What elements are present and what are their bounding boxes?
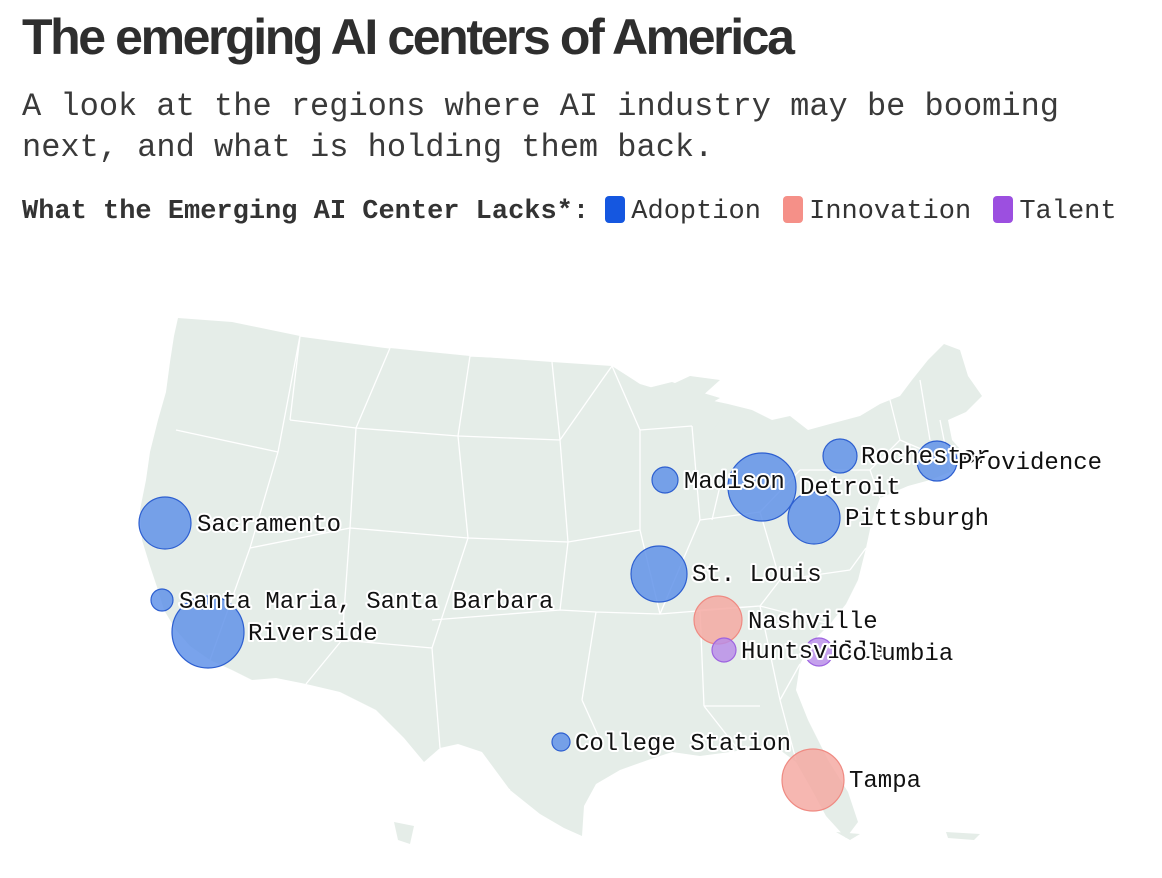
- city-label-sacramento: Sacramento: [197, 512, 341, 539]
- city-marker-huntsville[interactable]: [711, 637, 737, 663]
- city-labels: Sacramento Santa Maria, Santa Barbara Rive…: [177, 442, 1104, 797]
- legend-item-innovation: Innovation: [783, 196, 971, 228]
- city-label-tampa: Tampa: [849, 768, 921, 795]
- city-marker-pittsburgh[interactable]: [787, 491, 841, 545]
- city-marker-santa-maria-santa-barbara[interactable]: [150, 588, 174, 612]
- legend-swatch-talent: [993, 196, 1014, 223]
- city-marker-providence[interactable]: [916, 440, 958, 482]
- city-label-columbia: Columbia: [838, 641, 953, 668]
- city-marker-nashville[interactable]: [693, 595, 743, 645]
- city-marker-st-louis[interactable]: [630, 545, 688, 603]
- city-label-riverside: Riverside: [248, 621, 378, 648]
- city-label-detroit: Detroit: [800, 475, 901, 502]
- coastal-island-shape: [946, 832, 980, 840]
- legend: What the Emerging AI Center Lacks*: Adop…: [22, 196, 1152, 228]
- city-label-college-station: College Station: [575, 731, 791, 758]
- page-title: The emerging AI centers of America: [22, 9, 795, 65]
- legend-label-innovation: Innovation: [809, 197, 972, 227]
- city-label-providence: Providence: [958, 450, 1102, 477]
- city-marker-madison[interactable]: [651, 466, 679, 494]
- michigan-upper-shape: [640, 382, 720, 406]
- city-label-santa-maria-santa-barbara: Santa Maria, Santa Barbara: [179, 589, 553, 616]
- city-label-huntsville: Huntsville: [741, 639, 885, 666]
- legend-item-talent: Talent: [993, 196, 1117, 228]
- city-label-rochester: Rochester: [861, 444, 991, 471]
- us-landmass: [140, 318, 982, 844]
- city-label-madison: Madison: [684, 469, 785, 496]
- city-marker-college-station[interactable]: [551, 732, 571, 752]
- city-marker-tampa[interactable]: [781, 748, 845, 812]
- legend-label-adoption: Adoption: [631, 197, 761, 227]
- city-marker-riverside[interactable]: [171, 595, 245, 669]
- city-markers: [138, 438, 958, 812]
- legend-item-adoption: Adoption: [605, 196, 761, 228]
- city-marker-rochester[interactable]: [822, 438, 858, 474]
- legend-title: What the Emerging AI Center Lacks*:: [22, 197, 590, 227]
- city-marker-detroit[interactable]: [727, 452, 797, 522]
- legend-swatch-adoption: [605, 196, 626, 223]
- city-label-st-louis: St. Louis: [692, 562, 822, 589]
- page-subtitle: A look at the regions where AI industry …: [22, 88, 1079, 166]
- city-marker-sacramento[interactable]: [138, 496, 192, 550]
- gulf-island-shape: [394, 822, 414, 844]
- city-marker-columbia[interactable]: [804, 637, 834, 667]
- city-label-pittsburgh: Pittsburgh: [845, 506, 989, 533]
- legend-label-talent: Talent: [1019, 197, 1117, 227]
- keys-island-shape: [836, 832, 860, 840]
- contiguous-us-shape: [140, 318, 982, 838]
- legend-swatch-innovation: [783, 196, 804, 223]
- city-label-nashville: Nashville: [748, 609, 878, 636]
